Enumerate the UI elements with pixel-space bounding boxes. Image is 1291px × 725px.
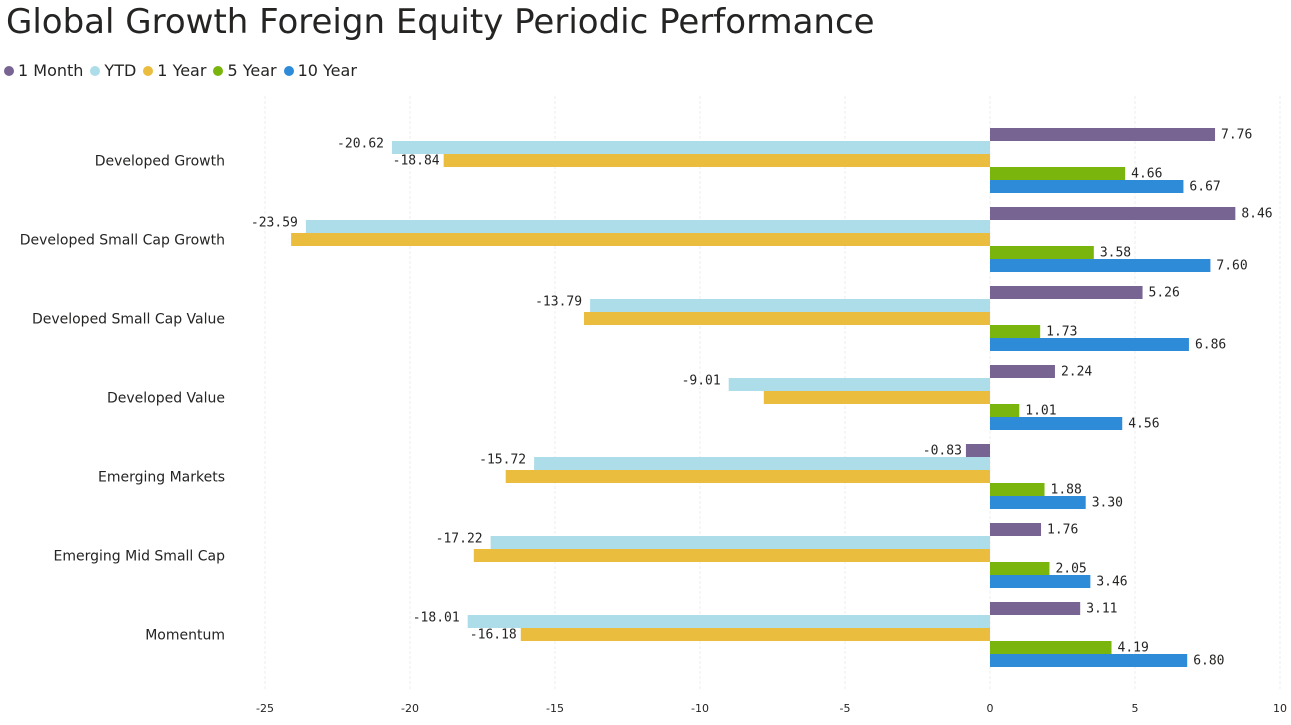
bar: [990, 575, 1091, 588]
legend-item[interactable]: 5 Year: [213, 61, 277, 80]
category-label: Developed Small Cap Growth: [20, 233, 225, 249]
bar: [473, 549, 990, 562]
data-label: 3.11: [1086, 602, 1117, 617]
data-label: -16.18: [470, 628, 517, 643]
data-label: 1.88: [1051, 483, 1082, 498]
data-label: -15.72: [479, 453, 526, 468]
data-label: 1.01: [1025, 404, 1056, 419]
bar: [990, 259, 1211, 272]
legend-marker: [283, 65, 294, 76]
data-label: 8.46: [1241, 207, 1272, 222]
x-tick-label: -25: [256, 702, 274, 715]
category-label: Developed Growth: [95, 154, 225, 170]
legend-item[interactable]: 1 Month: [4, 61, 83, 80]
bar: [763, 391, 990, 404]
legend-marker: [143, 65, 154, 76]
legend-item[interactable]: YTD: [90, 61, 136, 80]
bar: [965, 444, 990, 457]
bar: [505, 470, 990, 483]
data-label: 6.80: [1193, 654, 1224, 669]
chart-title: Global Growth Foreign Equity Periodic Pe…: [6, 2, 875, 42]
x-tick-label: -20: [401, 702, 419, 715]
data-label: -18.84: [393, 154, 440, 169]
data-label: 7.76: [1221, 128, 1252, 143]
bar: [467, 615, 991, 628]
bar: [990, 602, 1081, 615]
data-label: 3.58: [1100, 246, 1131, 261]
bar: [990, 325, 1041, 338]
legend-marker: [4, 65, 14, 76]
data-label: 3.46: [1096, 575, 1127, 590]
legend-label: 1 Month: [18, 61, 84, 80]
bar: [990, 417, 1123, 430]
bar: [990, 483, 1045, 496]
data-label: 3.30: [1092, 496, 1123, 511]
legend-marker: [213, 65, 224, 76]
data-label: 1.76: [1047, 523, 1078, 538]
data-label: -23.59: [251, 216, 298, 231]
data-label: 6.86: [1195, 338, 1226, 353]
data-label: 2.05: [1055, 562, 1086, 577]
bar: [990, 338, 1189, 351]
legend-label: YTD: [104, 61, 137, 80]
bar: [990, 523, 1042, 536]
data-label: -13.79: [535, 295, 582, 310]
x-tick-label: -15: [546, 702, 564, 715]
bar: [305, 220, 990, 233]
category-label: Emerging Markets: [98, 470, 225, 486]
data-label: 1.73: [1046, 325, 1077, 340]
legend-label: 1 Year: [157, 61, 207, 80]
bar: [728, 378, 990, 391]
category-label: Momentum: [145, 628, 225, 644]
category-label: Emerging Mid Small Cap: [54, 549, 226, 565]
category-label: Developed Value: [107, 391, 225, 407]
legend-label: 10 Year: [297, 61, 357, 80]
data-label: 5.26: [1149, 286, 1180, 301]
x-tick-label: -5: [840, 702, 851, 715]
bar: [392, 141, 990, 154]
bar: [990, 128, 1216, 141]
data-label: 6.67: [1189, 180, 1220, 195]
bar: [990, 365, 1055, 378]
category-label: Developed Small Cap Value: [32, 312, 225, 328]
data-label: 7.60: [1216, 259, 1247, 274]
bar: [990, 246, 1094, 259]
bar: [990, 286, 1143, 299]
bar: [534, 457, 990, 470]
bar: [490, 536, 990, 549]
data-label: 4.66: [1131, 167, 1162, 182]
legend-marker: [90, 65, 101, 76]
data-label: 4.19: [1118, 641, 1149, 656]
bar: [990, 641, 1112, 654]
legend-item[interactable]: 10 Year: [283, 61, 357, 80]
bar: [990, 207, 1236, 220]
data-label: -18.01: [413, 611, 460, 626]
data-label: -0.83: [923, 444, 962, 459]
x-tick-label: 0: [987, 702, 994, 715]
bar: [443, 154, 990, 167]
bar: [990, 496, 1086, 509]
bar: [584, 312, 990, 325]
data-label: -17.22: [436, 532, 483, 547]
bar: [990, 180, 1184, 193]
data-label: 2.24: [1061, 365, 1092, 380]
data-label: -9.01: [682, 374, 721, 389]
x-tick-label: -10: [691, 702, 709, 715]
legend-label: 5 Year: [227, 61, 277, 80]
x-tick-label: 10: [1273, 702, 1287, 715]
bar: [291, 233, 991, 246]
bar: [990, 654, 1188, 667]
bar: [990, 404, 1020, 417]
legend-item[interactable]: 1 Year: [143, 61, 206, 80]
data-label: -20.62: [337, 137, 384, 152]
bar: [590, 299, 990, 312]
bar: [990, 562, 1050, 575]
bar: [990, 167, 1126, 180]
legend: 1 Month YTD 1 Year 5 Year 10 Year: [4, 61, 364, 80]
data-label: 4.56: [1128, 417, 1159, 432]
bar: [520, 628, 990, 641]
x-tick-label: 5: [1132, 702, 1139, 715]
